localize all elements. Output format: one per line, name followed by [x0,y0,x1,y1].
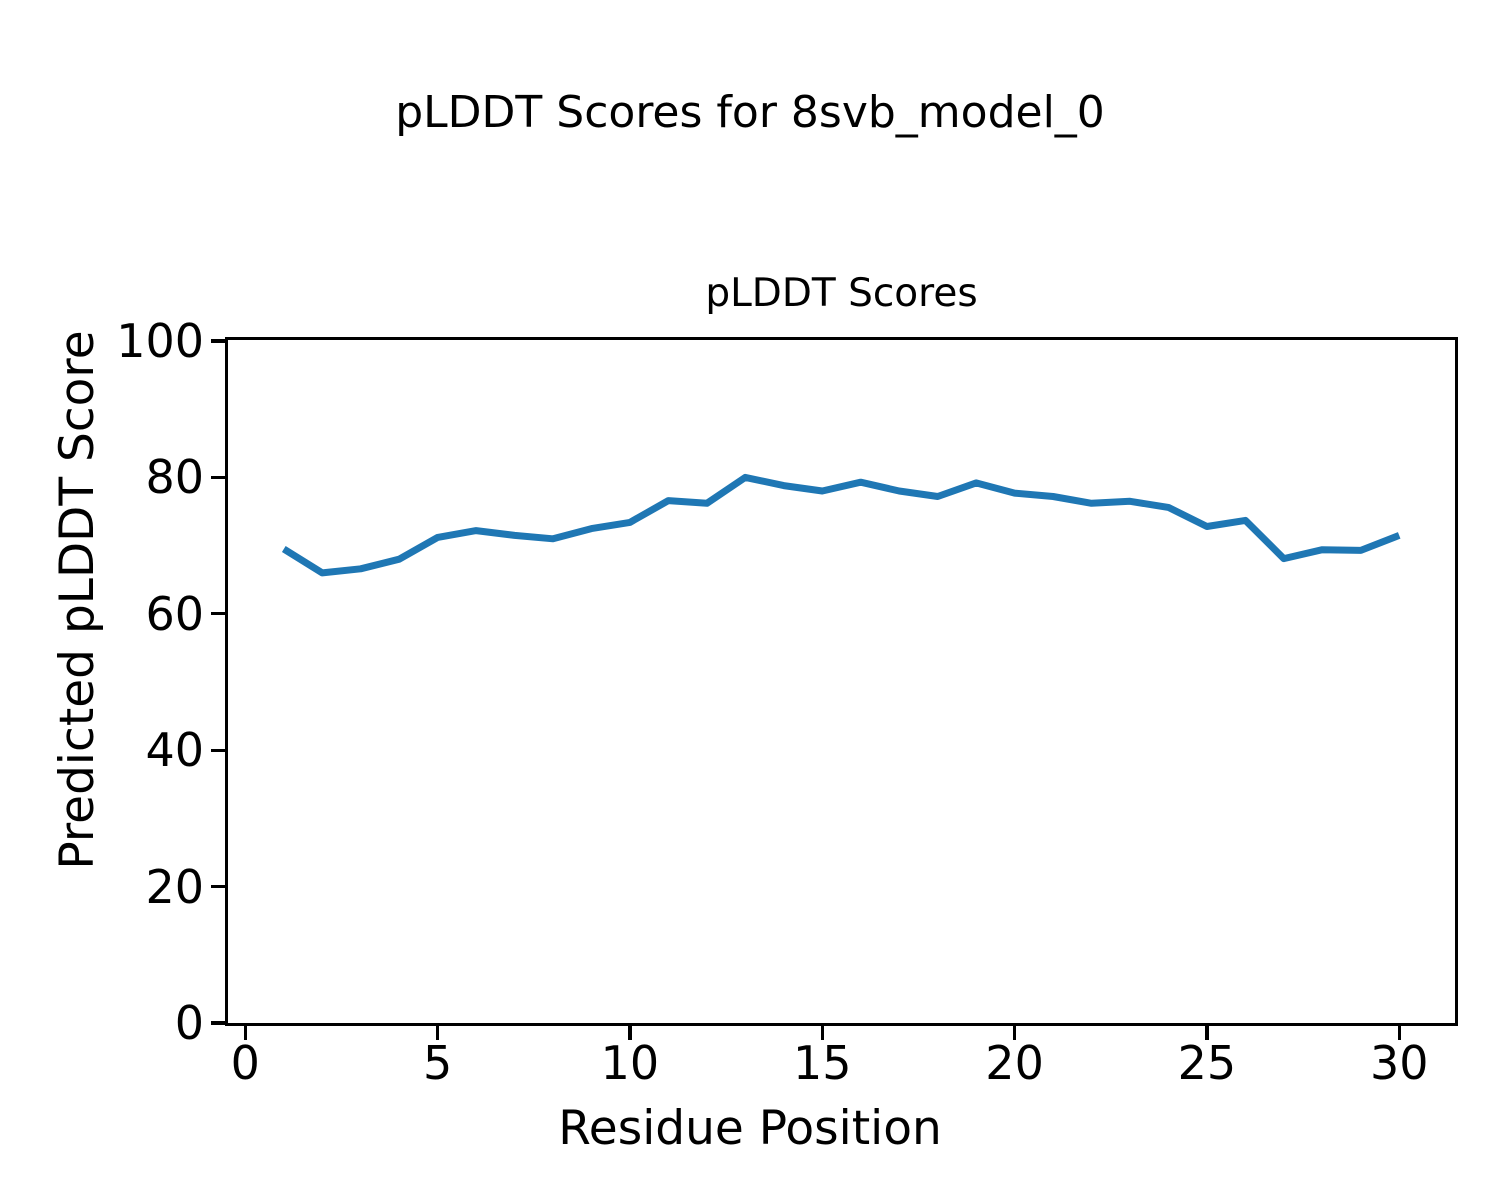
x-tick-label: 5 [422,1036,453,1090]
x-tick-mark [1012,1026,1017,1040]
x-tick-label: 30 [1369,1036,1429,1090]
x-tick-label: 0 [230,1036,260,1090]
y-tick-mark [211,612,225,616]
x-tick-mark [820,1026,824,1040]
x-axis-label: Residue Position [558,1101,942,1156]
x-tick-mark [1397,1026,1401,1040]
y-tick-label: 60 [145,586,204,641]
x-tick-label: 20 [985,1036,1044,1090]
figure-title: pLDDT Scores for 8svb_model_0 [395,87,1105,138]
y-tick-label: 40 [145,723,204,778]
x-tick-label: 15 [792,1036,852,1090]
plddt-line [281,473,1401,577]
y-tick-label: 100 [116,314,204,368]
plot-frame [225,337,1458,1026]
axes-title: pLDDT Scores [705,271,978,316]
x-tick-label: 25 [1177,1036,1237,1090]
y-axis-label: Predicted pLDDT Score [50,330,106,870]
x-tick-label: 10 [600,1036,660,1090]
y-tick-mark [211,748,225,752]
y-tick-mark [211,339,225,343]
y-tick-mark [211,884,225,889]
y-tick-label: 20 [145,859,204,914]
x-tick-mark [628,1026,632,1040]
x-tick-mark [243,1026,247,1040]
x-tick-mark [1205,1026,1209,1040]
y-tick-mark [211,475,225,480]
plot-area [281,473,1401,577]
y-tick-label: 0 [174,996,204,1050]
x-tick-mark [435,1026,440,1040]
y-tick-mark [211,1021,225,1025]
y-tick-label: 80 [145,450,204,505]
